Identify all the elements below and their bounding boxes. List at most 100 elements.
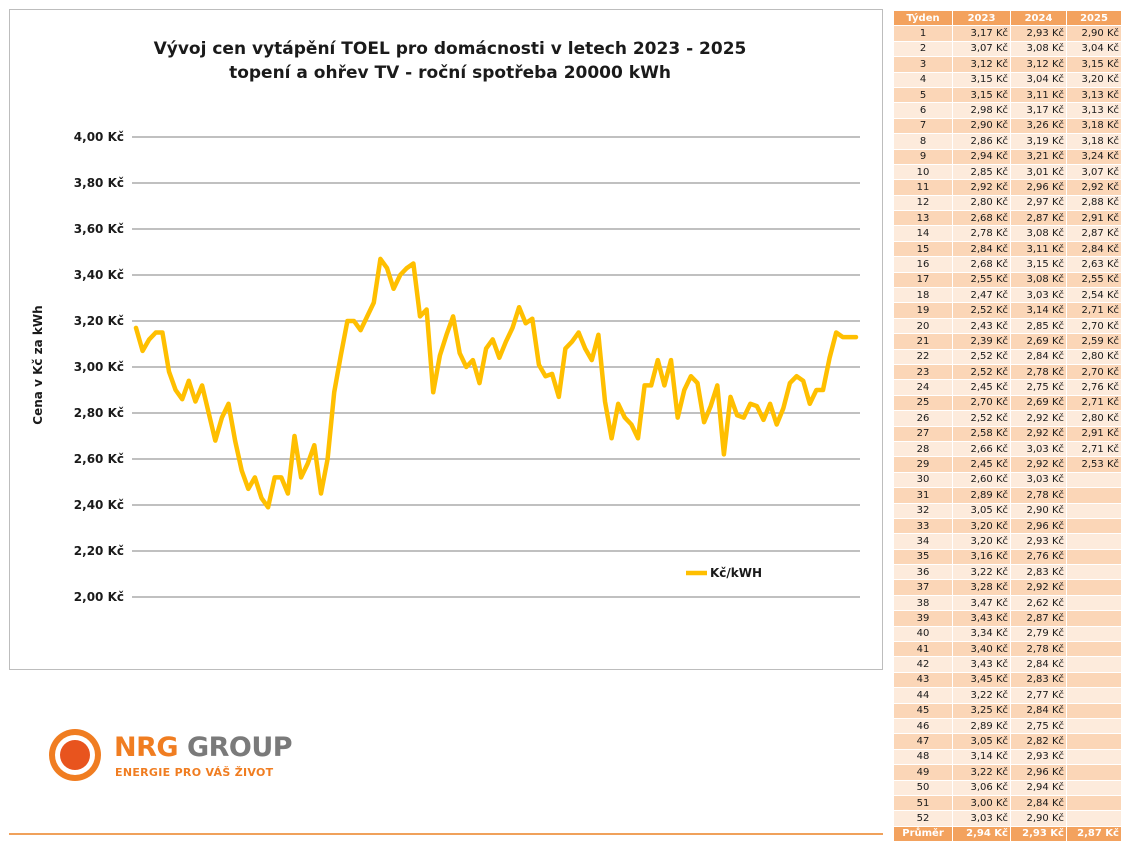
data-point (372, 300, 376, 305)
logo-name-part-1: NRG (114, 732, 179, 763)
week-cell: 51 (893, 794, 953, 812)
data-point (140, 349, 145, 353)
table-row: 52 3,03 Kč 2,90 Kč (893, 810, 1122, 827)
data-point (788, 381, 792, 385)
header-2023: 2023 (952, 9, 1011, 27)
table-row: 51 3,00 Kč 2,84 Kč (893, 794, 1122, 812)
table-row: 40 3,34 Kč 2,79 Kč (893, 625, 1122, 643)
price-2024-cell: 2,87 Kč (1010, 210, 1067, 227)
price-2023-cell: 2,90 Kč (952, 117, 1011, 135)
table-row: 37 3,28 Kč 2,92 Kč (893, 579, 1122, 596)
price-2024-cell: 2,90 Kč (1010, 502, 1067, 519)
price-2024-cell: 2,96 Kč (1010, 764, 1067, 781)
weekly-price-table: Týden 2023 2024 2025 1 3,17 Kč 2,93 Kč 2,90… (893, 9, 1122, 843)
header-week: Týden (893, 9, 953, 27)
price-2024-cell: 3,03 Kč (1010, 287, 1067, 304)
price-2024-cell: 2,62 Kč (1010, 594, 1067, 612)
data-point (821, 388, 825, 392)
table-row: 46 2,89 Kč 2,75 Kč (893, 717, 1122, 735)
price-2023-cell: 3,05 Kč (952, 733, 1011, 750)
price-2024-cell: 2,93 Kč (1010, 748, 1067, 766)
price-2023-cell: 3,14 Kč (952, 748, 1011, 766)
average-label: Průměr (893, 825, 953, 843)
price-2025-cell: 2,71 Kč (1066, 394, 1122, 412)
y-tick-label: 3,60 Kč (74, 222, 124, 236)
week-cell: 34 (893, 533, 953, 550)
price-2025-cell: 2,92 Kč (1066, 179, 1122, 196)
data-point (497, 356, 502, 360)
data-point (220, 415, 224, 420)
week-cell: 9 (893, 148, 953, 165)
price-2025-cell (1066, 533, 1122, 550)
price-2023-cell: 2,92 Kč (952, 179, 1011, 196)
data-point (801, 379, 805, 383)
data-point (814, 388, 819, 392)
table-row: 35 3,16 Kč 2,76 Kč (893, 548, 1122, 566)
data-point (457, 351, 462, 356)
table-row: 26 2,52 Kč 2,92 Kč 2,80 Kč (893, 410, 1122, 427)
series-points (134, 257, 858, 510)
price-2025-cell: 3,13 Kč (1066, 86, 1122, 104)
price-2024-cell: 2,78 Kč (1010, 487, 1067, 504)
data-point (226, 402, 231, 406)
price-2024-cell: 2,90 Kč (1010, 810, 1067, 827)
price-2023-cell: 3,43 Kč (952, 656, 1011, 673)
data-point (305, 461, 310, 466)
price-2024-cell: 2,92 Kč (1010, 410, 1067, 427)
y-axis-ticks: 2,00 Kč 2,20 Kč 2,40 Kč 2,60 Kč 2,80 Kč 3,00 … (74, 130, 124, 604)
price-2024-cell: 3,03 Kč (1010, 440, 1067, 458)
price-2024-cell: 2,78 Kč (1010, 641, 1067, 658)
price-2023-cell: 3,25 Kč (952, 702, 1011, 719)
data-point (292, 434, 297, 438)
week-cell: 29 (893, 456, 953, 473)
data-point (557, 395, 561, 399)
week-cell: 42 (893, 656, 953, 673)
data-point (794, 374, 799, 379)
price-2024-cell: 2,97 Kč (1010, 194, 1067, 212)
table-row: 28 2,66 Kč 3,03 Kč 2,71 Kč (893, 440, 1122, 458)
price-2025-cell: 3,13 Kč (1066, 102, 1122, 119)
week-cell: 25 (893, 394, 953, 412)
footer-divider (9, 833, 883, 835)
y-tick-label: 2,60 Kč (74, 452, 124, 466)
price-2023-cell: 2,86 Kč (952, 133, 1011, 150)
data-point (576, 330, 581, 335)
price-2023-cell: 3,15 Kč (952, 71, 1011, 88)
data-point (774, 422, 779, 427)
week-cell: 2 (893, 40, 953, 58)
price-2025-cell: 2,71 Kč (1066, 302, 1122, 319)
price-2025-cell (1066, 641, 1122, 658)
week-cell: 1 (893, 25, 953, 42)
price-2023-cell: 2,70 Kč (952, 394, 1011, 412)
price-2023-cell: 3,03 Kč (952, 810, 1011, 827)
price-2023-cell: 3,43 Kč (952, 610, 1011, 627)
price-2024-cell: 2,84 Kč (1010, 656, 1067, 673)
price-2025-cell (1066, 502, 1122, 519)
nrg-group-logo: NRG GROUP ENERGIE PRO VÁŠ ŽIVOT (46, 726, 293, 786)
data-point (154, 330, 158, 335)
price-2025-cell (1066, 548, 1122, 566)
price-2023-cell: 3,00 Kč (952, 794, 1011, 812)
price-2025-cell: 2,59 Kč (1066, 333, 1122, 350)
data-point (616, 402, 620, 406)
price-2025-cell: 2,91 Kč (1066, 425, 1122, 442)
table-row: 3 3,12 Kč 3,12 Kč 3,15 Kč (893, 56, 1122, 73)
price-2024-cell: 3,17 Kč (1010, 102, 1067, 119)
week-cell: 33 (893, 517, 953, 535)
price-2025-cell (1066, 794, 1122, 812)
price-2024-cell: 3,14 Kč (1010, 302, 1067, 319)
logo-name-part-2: GROUP (178, 732, 293, 763)
table-row: 1 3,17 Kč 2,93 Kč 2,90 Kč (893, 25, 1122, 42)
data-point (735, 413, 739, 418)
price-2024-cell: 2,84 Kč (1010, 702, 1067, 719)
price-2024-cell: 2,84 Kč (1010, 794, 1067, 812)
data-point (477, 381, 482, 385)
week-cell: 16 (893, 256, 953, 273)
data-point (418, 314, 422, 319)
price-2024-cell: 2,87 Kč (1010, 610, 1067, 627)
data-point (451, 314, 455, 319)
price-2023-cell: 3,05 Kč (952, 502, 1011, 519)
legend-label: Kč/kWH (710, 566, 762, 580)
y-tick-label: 2,20 Kč (74, 544, 124, 558)
price-2023-cell: 2,78 Kč (952, 225, 1011, 242)
